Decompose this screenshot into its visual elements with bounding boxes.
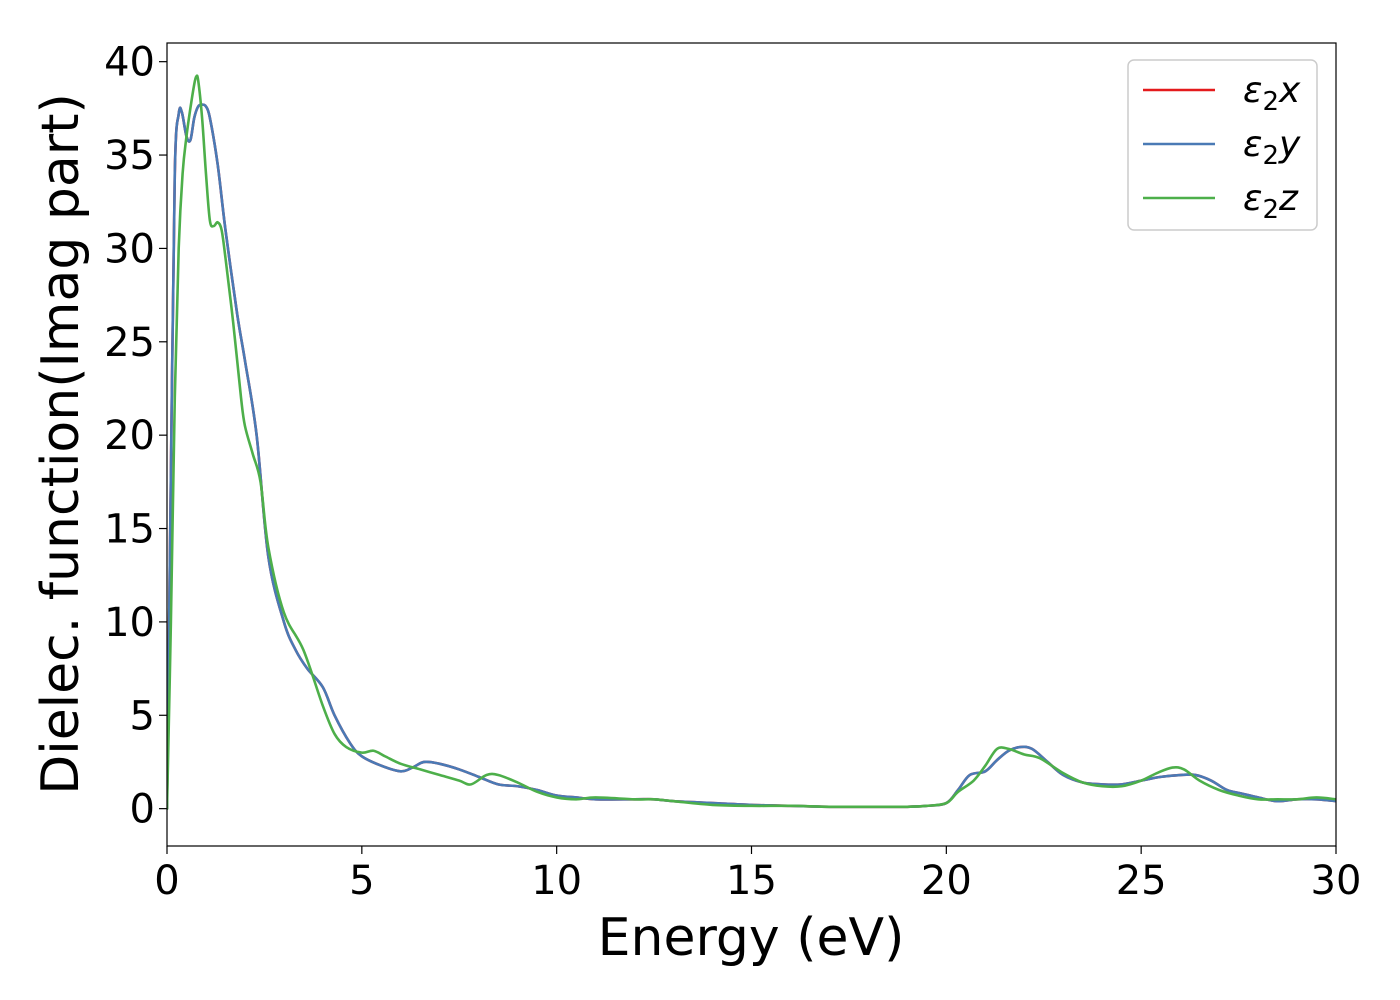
x-tick-label: 0 xyxy=(154,858,179,904)
x-tick-label: 25 xyxy=(1116,858,1167,904)
legend: ε2x ε2y ε2z xyxy=(1127,59,1318,231)
legend-label-x: ε2x xyxy=(1243,70,1301,117)
y-tick-label: 0 xyxy=(130,787,155,833)
x-tick-label: 15 xyxy=(726,858,777,904)
y-tick-label: 20 xyxy=(104,413,155,459)
y-tick-label: 30 xyxy=(104,226,155,272)
legend-label-y: ε2y xyxy=(1243,124,1301,171)
plot-series xyxy=(167,74,1336,810)
x-tick-label: 20 xyxy=(921,858,972,904)
legend-label-z: ε2z xyxy=(1243,178,1299,225)
y-axis-ticks: 0 5 10 15 20 25 30 35 40 xyxy=(104,40,167,833)
series-line-y xyxy=(167,103,1336,810)
y-tick-label: 5 xyxy=(130,693,155,739)
legend-entries: ε2x ε2y ε2z xyxy=(1143,70,1301,225)
x-axis-label: Energy (eV) xyxy=(598,908,905,968)
x-tick-label: 10 xyxy=(531,858,582,904)
x-tick-label: 30 xyxy=(1311,858,1362,904)
x-tick-label: 5 xyxy=(349,858,374,904)
y-tick-label: 15 xyxy=(104,507,155,553)
x-axis-ticks: 0 5 10 15 20 25 30 xyxy=(154,846,1361,904)
y-tick-label: 10 xyxy=(104,600,155,646)
y-tick-label: 35 xyxy=(104,133,155,179)
series-line-z xyxy=(167,74,1336,810)
legend-box xyxy=(1127,59,1318,231)
y-tick-label: 40 xyxy=(104,40,155,86)
y-axis-label: Dielec. function(Imag part) xyxy=(31,93,91,795)
y-tick-label: 25 xyxy=(104,320,155,366)
